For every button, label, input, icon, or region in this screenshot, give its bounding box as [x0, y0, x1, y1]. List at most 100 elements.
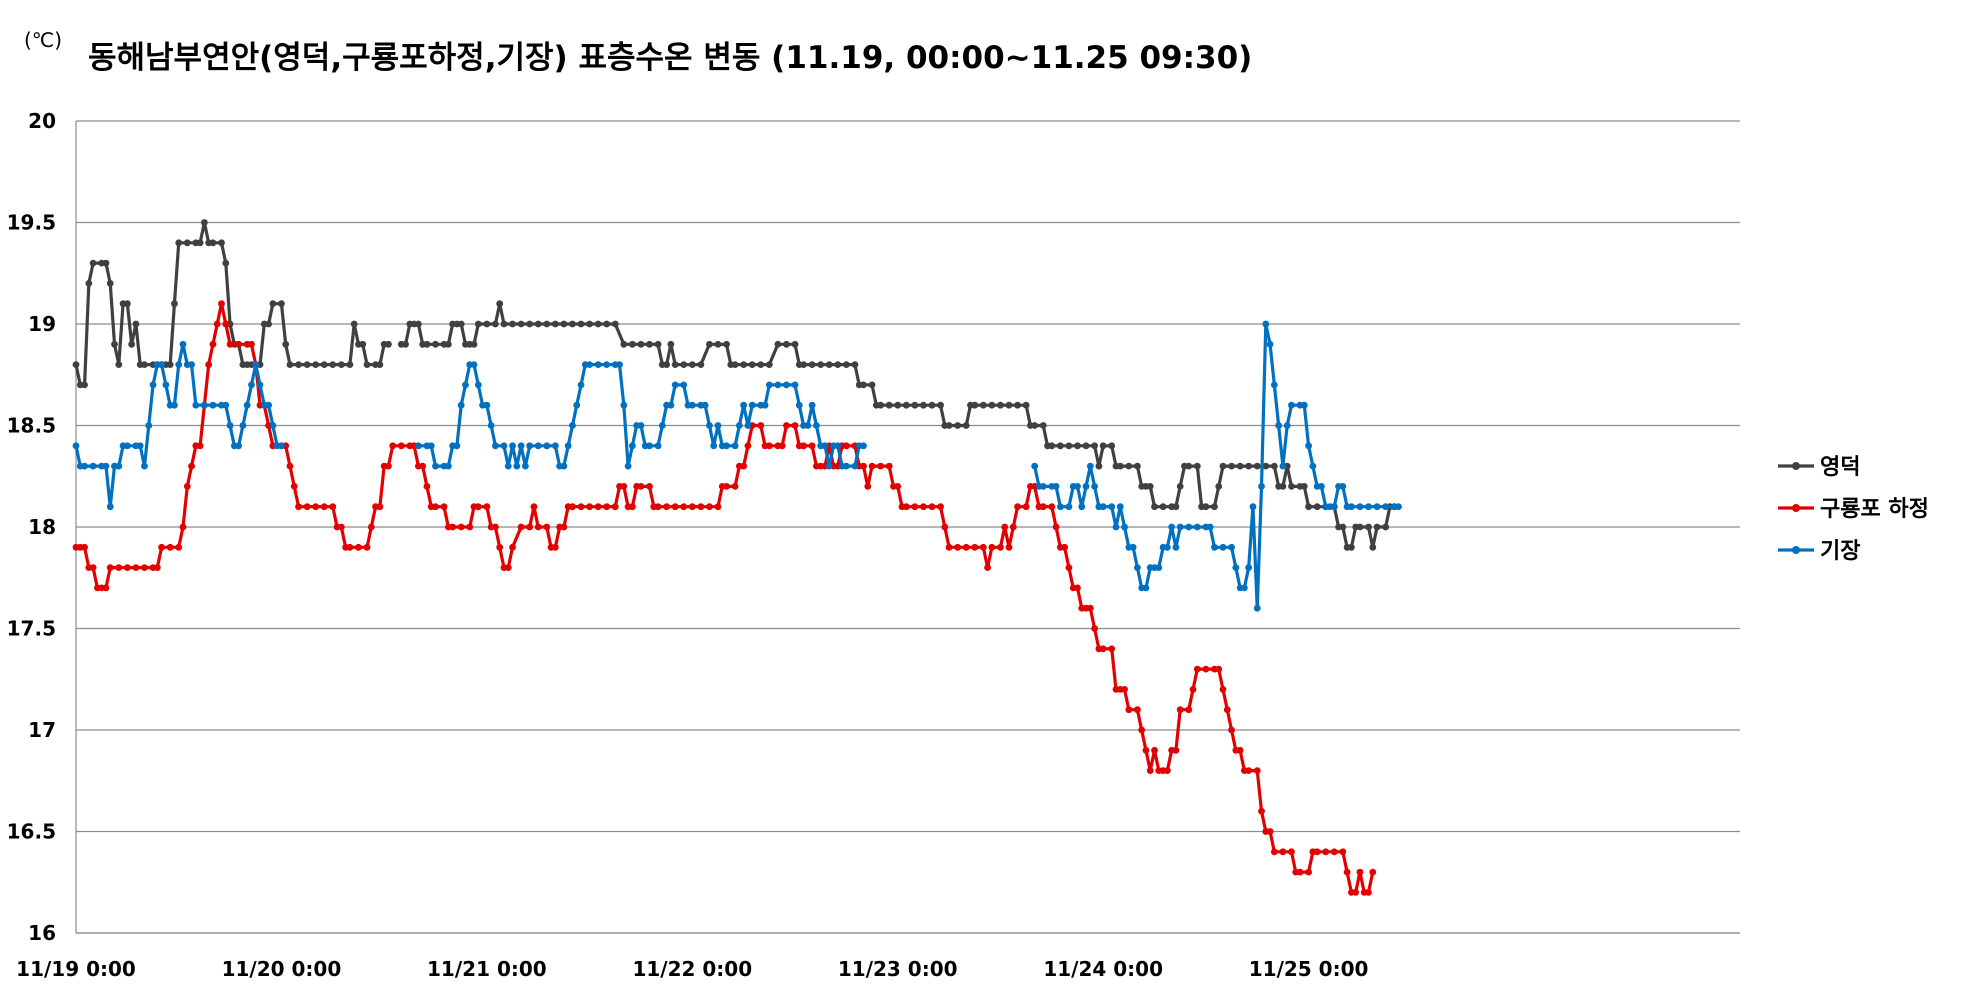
data-point	[825, 462, 833, 470]
data-point	[346, 543, 354, 551]
data-point	[1074, 483, 1081, 490]
data-point	[158, 361, 166, 368]
data-point	[731, 442, 739, 450]
data-point	[153, 564, 161, 571]
data-point	[791, 381, 799, 389]
data-point	[1369, 543, 1377, 551]
data-point	[355, 543, 362, 551]
data-point	[1082, 483, 1090, 490]
data-point	[526, 523, 534, 531]
data-point	[937, 503, 944, 511]
data-point	[278, 442, 285, 450]
data-point	[1142, 584, 1150, 592]
data-point	[646, 442, 653, 450]
data-point	[457, 523, 465, 531]
y-tick-label: 18	[28, 515, 56, 539]
data-point	[1086, 462, 1094, 470]
data-point	[444, 462, 452, 470]
data-point	[141, 462, 148, 470]
data-point	[102, 584, 110, 592]
data-point	[800, 361, 807, 368]
data-point	[1305, 442, 1312, 450]
y-tick-label: 16.5	[7, 820, 56, 844]
data-point	[106, 503, 114, 511]
data-point	[1219, 462, 1227, 470]
data-point	[723, 483, 730, 490]
data-point	[1313, 848, 1321, 856]
data-point	[1039, 422, 1047, 429]
data-point	[171, 300, 178, 308]
data-point	[688, 503, 696, 511]
data-point	[1275, 422, 1283, 429]
data-point	[594, 320, 602, 328]
data-point	[894, 401, 902, 409]
data-point	[1163, 767, 1171, 774]
data-point	[320, 503, 328, 511]
data-point	[72, 442, 80, 450]
data-point	[1211, 503, 1218, 511]
data-point	[222, 259, 230, 267]
data-point	[141, 361, 148, 368]
data-point	[414, 320, 422, 328]
data-point	[213, 320, 221, 328]
data-point	[1099, 503, 1107, 511]
data-point	[688, 401, 696, 409]
data-point	[81, 381, 88, 389]
data-point	[765, 361, 773, 368]
data-point	[1288, 483, 1295, 490]
data-point	[1151, 503, 1158, 511]
data-point	[808, 442, 816, 450]
data-point	[286, 361, 294, 368]
legend-label: 기장	[1820, 539, 1860, 564]
data-point	[175, 361, 183, 368]
data-point	[954, 422, 962, 429]
data-point	[710, 442, 718, 450]
y-tick-label: 20	[28, 109, 56, 133]
x-tick-label: 11/21 0:00	[427, 957, 547, 981]
data-point	[1266, 340, 1274, 348]
data-point	[132, 320, 140, 328]
axes	[75, 121, 1740, 934]
data-point	[1296, 868, 1304, 876]
data-point	[171, 401, 178, 409]
data-point	[979, 401, 987, 409]
data-point	[783, 422, 790, 429]
data-point	[175, 543, 183, 551]
data-point	[842, 462, 850, 470]
data-point	[521, 462, 529, 470]
data-point	[1202, 665, 1210, 673]
data-point	[543, 523, 551, 531]
data-point	[85, 280, 93, 287]
data-point	[603, 503, 611, 511]
data-point	[1116, 503, 1124, 511]
data-point	[1091, 483, 1098, 490]
legend-label: 영덕	[1820, 455, 1860, 480]
data-point	[1193, 665, 1201, 673]
data-point	[179, 340, 187, 348]
data-point	[367, 523, 375, 531]
data-point	[723, 340, 730, 348]
data-point	[620, 401, 628, 409]
data-point	[1288, 848, 1295, 856]
data-point	[1347, 543, 1355, 551]
data-point	[72, 361, 80, 368]
data-point	[350, 320, 358, 328]
data-point	[449, 523, 457, 531]
x-tick-label: 11/23 0:00	[838, 957, 958, 981]
data-point	[1125, 706, 1133, 714]
data-point	[860, 462, 867, 470]
data-point	[800, 442, 807, 450]
data-point	[1300, 401, 1308, 409]
data-point	[1223, 706, 1231, 714]
data-point	[1262, 320, 1270, 328]
data-point	[1112, 523, 1120, 531]
legend-item: 영덕	[1778, 455, 1860, 480]
data-point	[1236, 746, 1244, 754]
data-point	[303, 361, 311, 368]
y-tick-label: 17	[28, 718, 56, 742]
data-point	[628, 442, 636, 450]
data-point	[483, 320, 491, 328]
data-point	[624, 462, 632, 470]
data-point	[222, 320, 230, 328]
